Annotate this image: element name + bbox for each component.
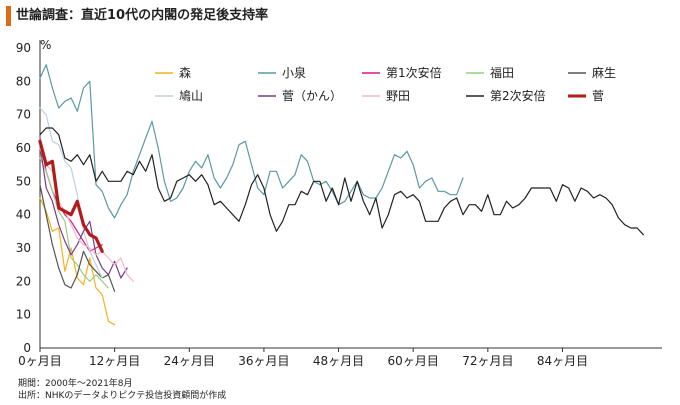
chart-series-lines (38, 64, 644, 326)
x-tick-label: 24ヶ月目 (164, 354, 215, 368)
chart-title: 世論調査：直近10代の内閣の発足後支持率 (16, 8, 269, 23)
legend-label: 森 (179, 65, 191, 80)
period-note: 期間：2000年～2021年8月 (18, 379, 133, 389)
y-tick-label: 70 (16, 108, 31, 122)
legend-label: 福田 (490, 65, 514, 80)
legend-label: 第2次安倍 (490, 88, 546, 103)
legend-label: 野田 (386, 89, 410, 103)
x-tick-label: 48ヶ月目 (313, 354, 364, 368)
legend-label: 小泉 (282, 66, 306, 80)
series-line-2 (39, 64, 464, 219)
y-tick-label: 80 (16, 74, 31, 88)
title-accent-bar (6, 6, 11, 26)
source-note: 出所：NHKのデータよりピクテ投信投資顧問が作成 (18, 391, 227, 401)
y-tick-label: 60 (16, 141, 31, 155)
x-tick-label: 0ヶ月目 (18, 354, 62, 368)
series-line-10 (38, 139, 104, 253)
legend-label: 菅（かん） (282, 89, 342, 103)
y-tick-label: 40 (16, 208, 31, 222)
x-tick-label: 60ヶ月目 (388, 354, 439, 368)
series-line-7 (39, 144, 128, 279)
legend-label: 第1次安倍 (386, 65, 442, 80)
y-tick-label: 50 (16, 174, 31, 188)
legend-label: 菅 (592, 89, 604, 103)
x-tick-label: 36ヶ月目 (238, 354, 289, 368)
x-tick-label: 84ヶ月目 (537, 354, 588, 368)
y-unit-label: % (40, 38, 52, 52)
series-line-6 (39, 107, 103, 279)
chart-notes: 期間：2000年～2021年8月 出所：NHKのデータよりピクテ投信投資顧問が作… (18, 378, 226, 402)
series-line-9 (39, 127, 644, 236)
y-tick-label: 20 (16, 274, 31, 288)
x-tick-label: 72ヶ月目 (462, 354, 513, 368)
y-tick-label: 10 (16, 308, 31, 322)
x-tick-label: 12ヶ月目 (89, 354, 140, 368)
legend-label: 鳩山 (179, 89, 203, 103)
series-line-1 (39, 197, 116, 326)
chart-axes: 0 10 20 30 40 50 60 70 80 90 0ヶ月目 12ヶ月目 24ヶ月目 36ヶ月目 48… (16, 40, 662, 368)
legend-label: 麻生 (592, 65, 616, 80)
y-tick-label: 0 (23, 341, 31, 355)
y-tick-label: 90 (16, 41, 31, 55)
y-tick-label: 30 (16, 241, 31, 255)
series-line-4 (39, 157, 110, 289)
